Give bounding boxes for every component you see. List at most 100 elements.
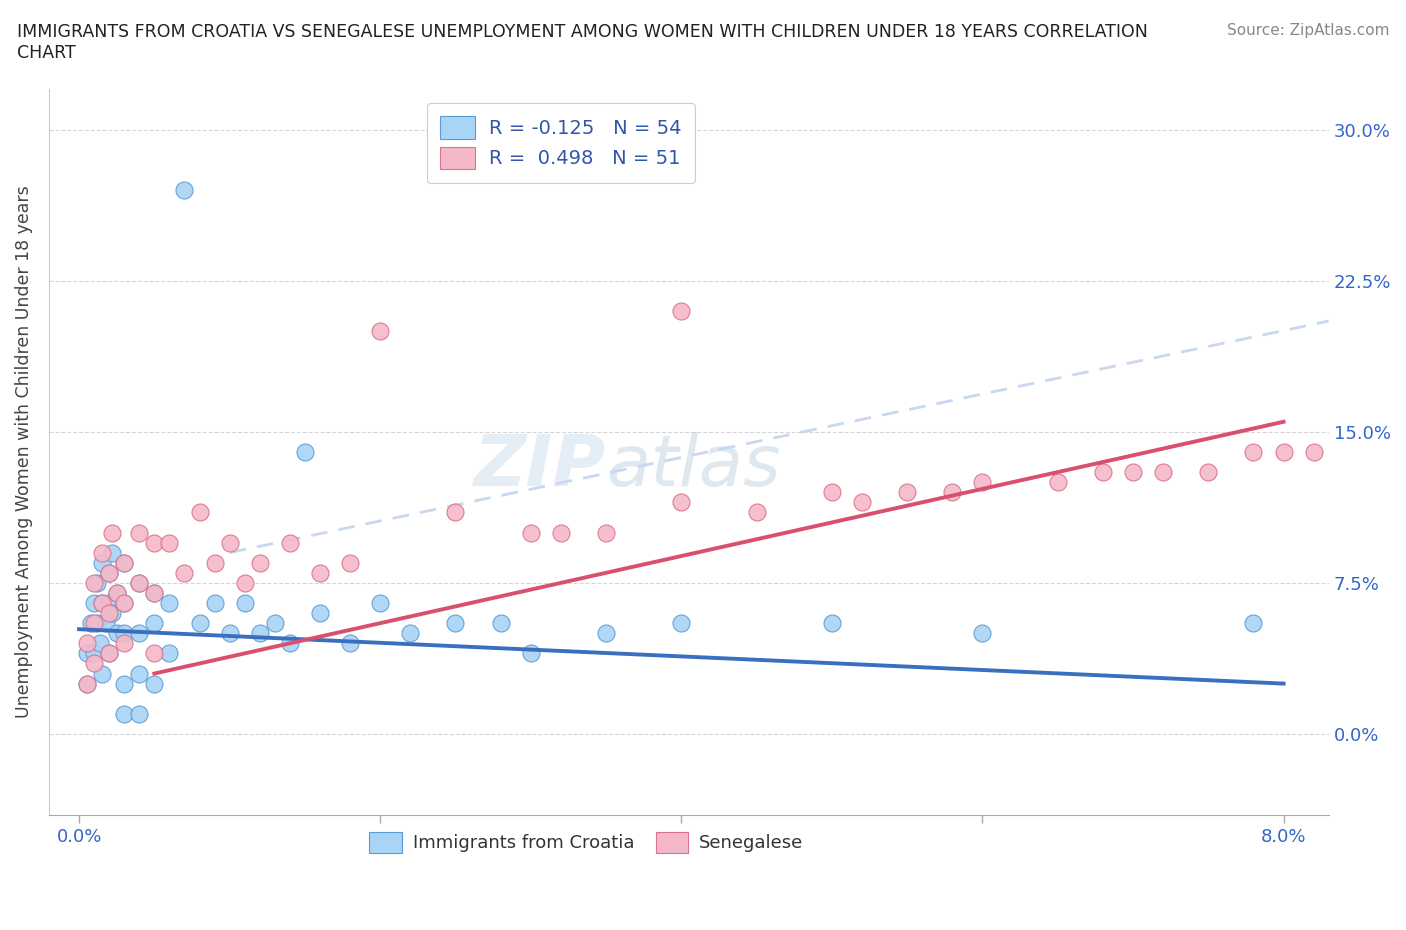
- Point: [1243, 445, 1265, 459]
- Point: [278, 636, 301, 651]
- Y-axis label: Unemployment Among Women with Children Under 18 years: Unemployment Among Women with Children U…: [15, 186, 32, 718]
- Point: [745, 505, 768, 520]
- Point: [143, 535, 166, 550]
- Point: [399, 626, 422, 641]
- Point: [263, 616, 285, 631]
- Point: [83, 616, 105, 631]
- Point: [112, 676, 135, 691]
- Point: [1243, 616, 1265, 631]
- Point: [972, 626, 994, 641]
- Point: [972, 474, 994, 489]
- Point: [218, 626, 240, 641]
- Point: [105, 586, 128, 601]
- Point: [1272, 445, 1295, 459]
- Point: [90, 666, 112, 681]
- Point: [76, 676, 98, 691]
- Point: [98, 646, 121, 661]
- Point: [309, 565, 332, 580]
- Point: [595, 626, 617, 641]
- Point: [90, 595, 112, 610]
- Point: [128, 576, 150, 591]
- Point: [896, 485, 918, 499]
- Point: [204, 595, 226, 610]
- Point: [86, 576, 108, 591]
- Point: [444, 505, 467, 520]
- Point: [851, 495, 873, 510]
- Point: [76, 676, 98, 691]
- Point: [188, 505, 211, 520]
- Point: [671, 303, 693, 318]
- Point: [98, 565, 121, 580]
- Point: [595, 525, 617, 540]
- Point: [76, 636, 98, 651]
- Point: [218, 535, 240, 550]
- Point: [1302, 445, 1324, 459]
- Point: [520, 525, 543, 540]
- Point: [98, 605, 121, 620]
- Point: [159, 646, 181, 661]
- Point: [188, 616, 211, 631]
- Point: [671, 616, 693, 631]
- Point: [112, 595, 135, 610]
- Point: [101, 525, 124, 540]
- Point: [83, 656, 105, 671]
- Point: [83, 576, 105, 591]
- Point: [105, 626, 128, 641]
- Point: [112, 595, 135, 610]
- Point: [143, 676, 166, 691]
- Point: [112, 707, 135, 722]
- Point: [368, 324, 391, 339]
- Point: [1122, 465, 1144, 480]
- Text: atlas: atlas: [606, 432, 780, 501]
- Point: [112, 636, 135, 651]
- Text: Source: ZipAtlas.com: Source: ZipAtlas.com: [1226, 23, 1389, 38]
- Point: [98, 595, 121, 610]
- Point: [98, 646, 121, 661]
- Point: [233, 595, 256, 610]
- Point: [550, 525, 572, 540]
- Point: [339, 636, 361, 651]
- Point: [98, 565, 121, 580]
- Point: [143, 586, 166, 601]
- Point: [1152, 465, 1174, 480]
- Point: [339, 555, 361, 570]
- Point: [86, 616, 108, 631]
- Point: [1091, 465, 1114, 480]
- Point: [489, 616, 512, 631]
- Point: [128, 666, 150, 681]
- Point: [90, 555, 112, 570]
- Point: [941, 485, 963, 499]
- Point: [821, 485, 844, 499]
- Point: [76, 646, 98, 661]
- Point: [1046, 474, 1069, 489]
- Point: [143, 646, 166, 661]
- Point: [520, 646, 543, 661]
- Point: [159, 595, 181, 610]
- Legend: Immigrants from Croatia, Senegalese: Immigrants from Croatia, Senegalese: [363, 825, 811, 860]
- Point: [80, 616, 103, 631]
- Point: [89, 636, 111, 651]
- Point: [96, 616, 118, 631]
- Point: [101, 605, 124, 620]
- Point: [671, 495, 693, 510]
- Point: [143, 586, 166, 601]
- Point: [278, 535, 301, 550]
- Point: [105, 586, 128, 601]
- Point: [159, 535, 181, 550]
- Point: [1197, 465, 1219, 480]
- Point: [173, 565, 195, 580]
- Point: [368, 595, 391, 610]
- Point: [249, 555, 271, 570]
- Point: [143, 616, 166, 631]
- Point: [112, 555, 135, 570]
- Point: [309, 605, 332, 620]
- Point: [128, 626, 150, 641]
- Point: [204, 555, 226, 570]
- Point: [83, 595, 105, 610]
- Point: [112, 555, 135, 570]
- Point: [294, 445, 316, 459]
- Point: [249, 626, 271, 641]
- Point: [173, 182, 195, 197]
- Text: IMMIGRANTS FROM CROATIA VS SENEGALESE UNEMPLOYMENT AMONG WOMEN WITH CHILDREN UND: IMMIGRANTS FROM CROATIA VS SENEGALESE UN…: [17, 23, 1147, 62]
- Point: [101, 545, 124, 560]
